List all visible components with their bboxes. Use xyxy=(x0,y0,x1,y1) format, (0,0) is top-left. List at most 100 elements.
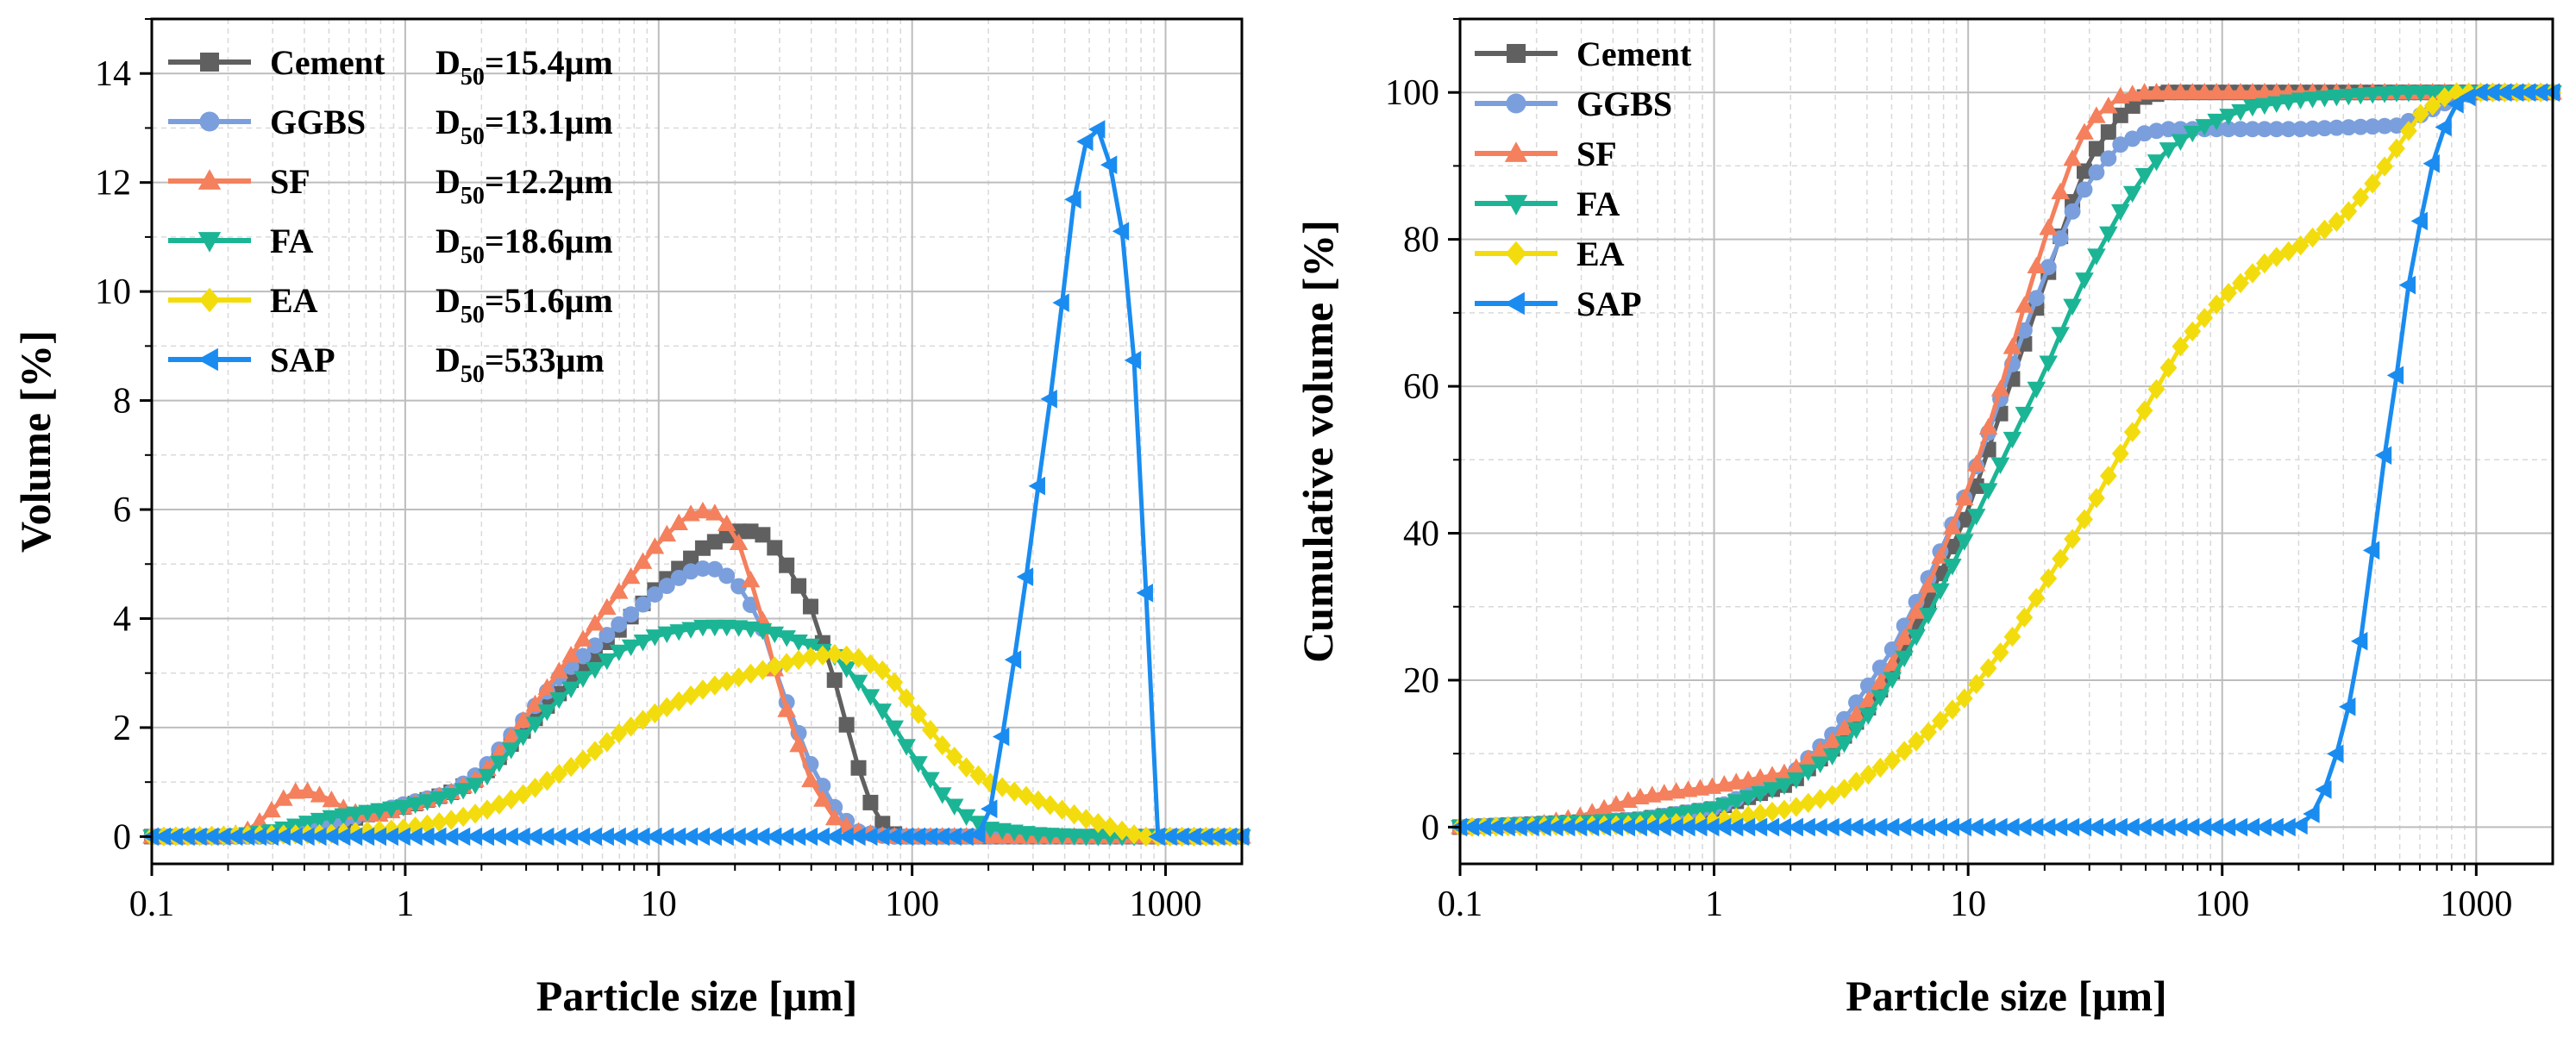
p1-data-point-sf xyxy=(2003,337,2022,354)
p0-x-axis: 0.1 1 10 100 1000 xyxy=(129,864,1202,924)
p0-data-point-sap xyxy=(800,827,818,847)
p1-data-point-ggbs xyxy=(2352,118,2369,135)
p1-x-tick-label: 1000 xyxy=(2440,885,2512,924)
p1-data-point-ggbs xyxy=(2304,120,2321,137)
p0-data-point-ea xyxy=(442,810,461,830)
p1-legend-marker xyxy=(1504,195,1528,216)
p1-data-point-fa xyxy=(1931,583,1950,600)
p0-data-point-ea xyxy=(574,749,592,771)
p0-data-point-sap xyxy=(645,827,662,847)
p1-data-point-sf xyxy=(1787,758,1806,775)
p0-data-point-fa xyxy=(442,788,461,805)
p1-data-point-sf xyxy=(2015,296,2034,313)
p0-data-point-ea xyxy=(813,645,831,666)
p1-data-point-ea xyxy=(2316,219,2334,241)
p0-legend-marker xyxy=(197,232,222,253)
p0-data-point-sap xyxy=(513,827,530,847)
p0-data-point-sap xyxy=(1148,827,1165,847)
p0-data-point-sap xyxy=(190,827,207,847)
p0-data-point-sap xyxy=(968,825,986,844)
p1-data-point-sap xyxy=(2159,817,2176,837)
p1-data-point-sf xyxy=(1834,718,1854,736)
p1-legend-label: FA xyxy=(1576,184,1620,223)
p1-data-point-ggbs xyxy=(2256,121,2273,138)
p0-legend-label: FA xyxy=(270,222,313,260)
p1-data-point-sf xyxy=(2063,149,2082,166)
p1-data-point-ea xyxy=(2328,211,2346,232)
p1-data-point-fa xyxy=(2243,99,2262,117)
p0-x-tick-label: 1 xyxy=(396,885,414,924)
p1-data-point-sap xyxy=(2495,83,2512,103)
p0-data-point-cement xyxy=(694,540,711,556)
p1-data-point-ea xyxy=(2076,509,2093,530)
p0-data-point-fa xyxy=(370,803,389,821)
p0-data-point-ea xyxy=(742,663,760,685)
p1-data-point-sap xyxy=(2218,817,2236,837)
p1-data-point-fa xyxy=(1858,708,1878,725)
p1-data-point-sap xyxy=(1690,817,1708,837)
p0-data-point-sap xyxy=(166,827,183,847)
p1-data-point-sap xyxy=(1786,817,1803,837)
p1-data-point-sap xyxy=(2483,83,2500,103)
p1-data-point-ea xyxy=(1752,804,1769,824)
p1-data-point-sap xyxy=(2530,83,2548,103)
p1-data-point-sf xyxy=(1810,740,1830,758)
p1-data-point-ea xyxy=(2003,626,2021,647)
p1-data-point-sap xyxy=(2183,817,2200,837)
p1-data-point-fa xyxy=(1798,764,1818,782)
p1-data-point-ea xyxy=(2147,378,2165,400)
p0-data-point-ggbs xyxy=(694,560,711,577)
p1-data-point-sap xyxy=(2062,817,2080,837)
p0-data-point-sap xyxy=(812,827,830,847)
p1-data-point-sf xyxy=(1775,763,1794,780)
p0-data-point-sap xyxy=(1064,190,1081,209)
p1-data-point-fa xyxy=(2159,142,2178,159)
p1-data-point-sap xyxy=(2171,817,2188,837)
p1-data-point-ggbs xyxy=(2160,121,2177,138)
p0-legend-d50: D50=13.1μm xyxy=(436,103,613,150)
p0-data-point-sf xyxy=(777,700,796,717)
p0-data-point-sf xyxy=(813,790,832,807)
p0-data-point-sf xyxy=(561,646,580,663)
p1-data-point-sap xyxy=(1822,817,1840,837)
p0-data-point-fa xyxy=(861,689,881,706)
p1-data-point-ggbs xyxy=(2328,119,2345,136)
p1-data-point-sap xyxy=(1702,817,1720,837)
p0-data-point-sf xyxy=(298,781,317,798)
p1-data-point-sf xyxy=(2134,83,2154,100)
p0-y-axis: 0 2 4 6 8 10 12 14 xyxy=(95,18,152,857)
p0-data-point-ggbs xyxy=(706,560,724,578)
p1-legend-label: SAP xyxy=(1576,285,1642,323)
p1-y-axis-label: Cumulative volume [%] xyxy=(1294,220,1342,663)
p0-data-point-sf xyxy=(273,789,293,806)
p0-data-point-cement xyxy=(838,716,855,733)
p0-legend-d50: D50=51.6μm xyxy=(436,281,613,328)
p0-data-point-sap xyxy=(1040,389,1057,409)
p1-data-point-sf xyxy=(1846,704,1866,722)
p0-data-point-fa xyxy=(322,810,342,828)
p0-data-point-ea xyxy=(646,703,664,724)
p1-y-tick-label: 20 xyxy=(1403,661,1439,701)
p1-data-point-sap xyxy=(1871,817,1888,837)
p1-data-point-sap xyxy=(1918,817,1936,837)
p1-data-point-ggbs xyxy=(2280,121,2297,138)
p0-data-point-fa xyxy=(1076,829,1096,847)
p0-legend: Cement D50=15.4μm GGBS D50=13.1μm SF D50=12.2… xyxy=(168,43,613,388)
p1-data-point-sap xyxy=(2266,817,2284,837)
p0-data-point-sap xyxy=(788,827,806,847)
p1-data-point-sap xyxy=(2003,817,2020,837)
p0-data-point-sap xyxy=(393,827,411,847)
p1-data-point-sap xyxy=(2050,817,2068,837)
p1-data-point-sf xyxy=(2039,218,2059,235)
p0-data-point-fa xyxy=(669,624,688,641)
p1-data-point-fa xyxy=(1895,650,1914,668)
p0-data-point-sap xyxy=(849,827,866,847)
p0-data-point-sap xyxy=(273,827,291,847)
p1-data-point-fa xyxy=(2087,248,2106,266)
p0-data-point-ea xyxy=(1113,820,1131,841)
p0-series-line-fa xyxy=(152,624,1242,839)
p0-data-point-sap xyxy=(597,827,614,847)
p1-data-point-ea xyxy=(2088,488,2105,509)
p0-data-point-sap xyxy=(333,827,351,847)
p1-data-point-sap xyxy=(1990,817,2008,837)
